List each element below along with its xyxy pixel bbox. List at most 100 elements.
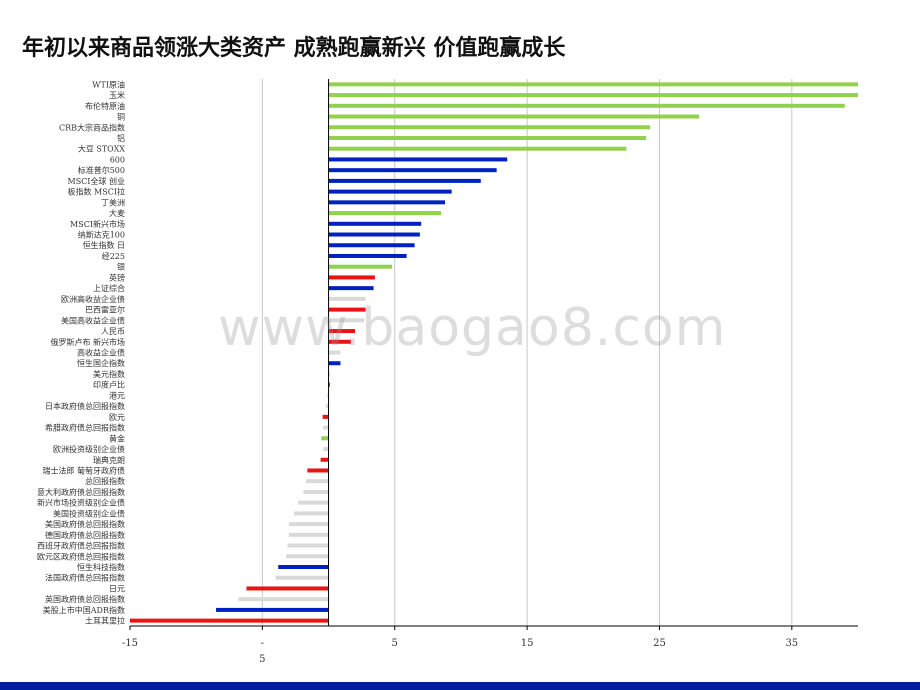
category-label: 意大利政府债总回报指数 [37, 487, 125, 497]
bar [328, 318, 365, 323]
category-label: 土耳其里拉 [85, 616, 125, 626]
category-label: 银 [117, 262, 125, 272]
category-label: 希腊政府债总回报指数 [45, 423, 125, 433]
bar [328, 103, 845, 108]
category-label: 黄金 [109, 433, 125, 443]
category-label: 美国高收益企业债 [61, 315, 125, 325]
bar [328, 243, 415, 248]
bar [287, 543, 329, 548]
tick-labels: -15 -5 5 15 25 35 [122, 638, 798, 665]
bar [328, 329, 356, 334]
bar [294, 511, 329, 516]
category-label: 恒生科技指数 [77, 562, 125, 572]
category-label: 日本政府债总回报指数 [45, 401, 125, 411]
category-label: 港元 [109, 390, 125, 400]
category-label: 印度卢比 [93, 380, 125, 390]
category-label: 欧元区政府债总回报指数 [37, 551, 125, 561]
bar [321, 436, 329, 441]
bar [327, 393, 329, 398]
category-label: 日元 [109, 584, 125, 593]
page-title: 年初以来商品领涨大类资产 成熟跑赢新兴 价值跑赢成长 [22, 36, 566, 61]
bar [320, 457, 329, 462]
category-label: 标准普尔500 [78, 165, 125, 175]
category-label: 上证综合 [93, 283, 125, 293]
category-label: 铜 [117, 112, 125, 122]
category-label: 600 [110, 155, 125, 164]
bar [328, 382, 331, 387]
bar [328, 296, 366, 301]
bar [328, 211, 442, 216]
category-label: 布伦特原油 [85, 101, 125, 111]
category-label: 瑞典克朗 [93, 455, 125, 465]
bar [328, 178, 481, 183]
category-label: 西班牙政府债总回报指数 [37, 541, 125, 551]
bar [328, 82, 859, 87]
axes [129, 79, 858, 630]
bar [328, 168, 497, 173]
bar [288, 522, 329, 527]
bar [238, 597, 329, 602]
x-tick-label: -5 [259, 638, 265, 665]
category-label: 巴西雷亚尔 [85, 305, 125, 315]
category-label: 大麦 [109, 208, 125, 218]
bar [328, 157, 508, 162]
category-label: 法国政府债总回报指数 [45, 573, 125, 583]
bar [328, 232, 420, 237]
bar [328, 361, 341, 366]
bar [328, 371, 331, 376]
category-label: 恒生指数 日 [82, 240, 125, 250]
category-label: 玉米 [109, 90, 125, 100]
category-label: MSCI全球 创业 [68, 176, 126, 186]
category-label: 瑞士法郎 葡萄牙政府债 [42, 465, 125, 475]
category-label: 欧洲高收益企业债 [61, 294, 125, 304]
category-label: 恒生国企指数 [77, 358, 125, 368]
category-label: 德国政府债总回报指数 [45, 530, 125, 540]
bar [306, 479, 329, 484]
bar [328, 253, 407, 258]
category-label: 总回报指数 [85, 476, 125, 486]
category-label: WTI原油 [92, 79, 125, 89]
bar [328, 275, 375, 280]
x-tick-label: 25 [653, 638, 666, 649]
bar [328, 114, 700, 119]
bar [286, 554, 329, 559]
category-label: 高收益企业债 [77, 348, 125, 358]
bar [288, 532, 329, 537]
x-tick-label: -15 [122, 638, 138, 649]
bar [323, 447, 329, 452]
bar [130, 618, 329, 623]
bar [216, 607, 329, 612]
category-label: 人民币 [101, 327, 125, 336]
category-label: 俄罗斯卢布 新兴市场 [50, 337, 125, 347]
category-label: 丁美洲 [101, 197, 125, 207]
category-label: 铝 [117, 133, 125, 143]
x-tick-label: 15 [521, 638, 534, 649]
bars [130, 82, 859, 623]
category-label: 英镑 [109, 272, 125, 282]
bar [328, 93, 859, 98]
bar [298, 500, 329, 505]
bar [275, 575, 329, 580]
x-tick-label: 5 [392, 638, 398, 649]
category-label: MSCI新兴市场 [70, 219, 125, 229]
category-label: 英国政府债总回报指数 [45, 594, 125, 604]
category-label: 美国政府债总回报指数 [45, 519, 125, 529]
bar [328, 264, 393, 269]
bar [328, 135, 647, 140]
bar [278, 565, 329, 570]
bar [328, 200, 446, 205]
bar [328, 350, 341, 355]
category-label: 板指数 MSCI拉 [68, 187, 126, 197]
category-label: 欧洲投资级别企业债 [53, 444, 125, 454]
bar [328, 286, 374, 291]
category-label: 美元指数 [93, 369, 125, 379]
watermark: www.baogao8.com [218, 298, 727, 358]
bar [246, 586, 329, 591]
category-label: 纳斯达克100 [78, 230, 125, 240]
category-label: 美股上市中国ADR指数 [43, 605, 125, 615]
category-label: 大豆 STOXX [78, 144, 125, 154]
footer-bar [0, 682, 920, 690]
bar [323, 425, 329, 430]
